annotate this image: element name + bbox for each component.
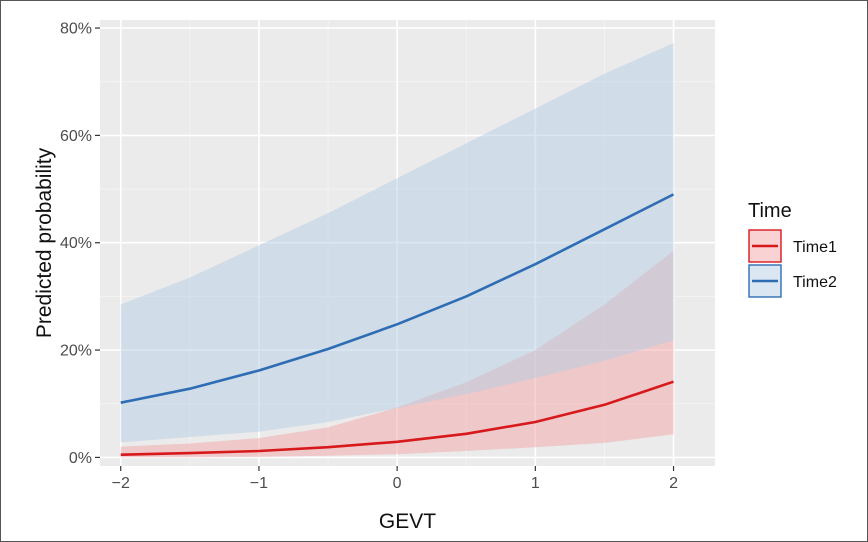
x-tick-label: 0: [393, 475, 402, 492]
tick-labels: −2 −1 0 1 20%20%40%60%80%: [60, 21, 678, 492]
series-lines: [120, 193, 675, 456]
confidence-band-time2: [120, 43, 674, 443]
legend: Time Time1 Time2: [748, 200, 837, 298]
x-tick-label: −2: [112, 475, 130, 492]
y-tick-label: 40%: [60, 235, 92, 252]
y-tick-label: 60%: [60, 128, 92, 145]
axis-ticks: [95, 27, 675, 471]
y-tick-label: 20%: [60, 343, 92, 360]
legend-label-time2: Time2: [793, 274, 837, 291]
y-tick-label: 80%: [60, 21, 92, 38]
x-tick-label: 2: [669, 475, 678, 492]
confidence-bands: [120, 43, 674, 458]
confidence-band-time1: [120, 250, 674, 458]
y-tick-label: 0%: [69, 450, 92, 467]
legend-title: Time: [748, 200, 792, 222]
x-tick-label: −1: [250, 475, 268, 492]
x-axis-title: GEVT: [379, 510, 436, 533]
x-tick-label: 1: [531, 475, 540, 492]
y-axis-title: Predicted probability: [33, 147, 56, 338]
legend-label-time1: Time1: [793, 239, 837, 256]
series-line-time2: [120, 193, 675, 404]
series-line-time1: [120, 380, 674, 456]
